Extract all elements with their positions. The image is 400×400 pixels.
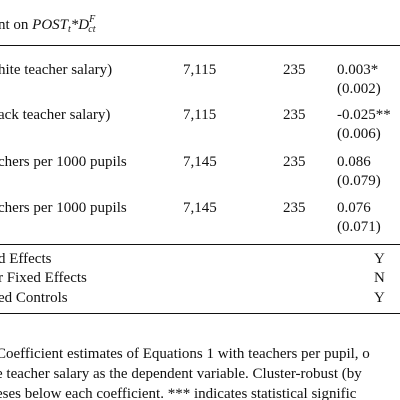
header-math: POSTt*DFct: [32, 14, 96, 35]
table-header: nt on POSTt*DFct: [0, 14, 96, 35]
row-coefficient: -0.025**: [337, 107, 391, 123]
row-groups: 235: [283, 154, 306, 170]
fixed-effect-value: Y: [374, 251, 385, 267]
row-n: 7,145: [183, 200, 217, 216]
math-sub-ct: ct: [88, 24, 96, 35]
row-label: ack teacher salary): [0, 107, 111, 123]
row-standard-error: (0.006): [337, 126, 381, 142]
row-standard-error: (0.079): [337, 173, 381, 189]
fixed-effect-label: ed Controls: [0, 290, 68, 306]
row-label: chers per 1000 pupils: [0, 200, 127, 216]
fixed-effect-label: r Fixed Effects: [0, 270, 87, 286]
header-text: nt on: [0, 17, 33, 33]
row-standard-error: (0.002): [337, 81, 381, 97]
fixed-effects-rule: [0, 244, 400, 245]
row-groups: 235: [283, 62, 306, 78]
row-label: hite teacher salary): [0, 62, 113, 78]
fixed-effect-label: d Effects: [0, 251, 52, 267]
row-standard-error: (0.071): [337, 219, 381, 235]
table-bottom-rule: [0, 313, 400, 314]
row-label: chers per 1000 pupils: [0, 154, 127, 170]
row-groups: 235: [283, 200, 306, 216]
math-sub-t: t: [68, 24, 71, 35]
math-post: POST: [32, 17, 69, 33]
header-rule: [0, 45, 400, 46]
row-groups: 235: [283, 107, 306, 123]
math-d: D: [78, 17, 90, 33]
row-n: 7,115: [183, 62, 217, 78]
math-sup-f: F: [89, 14, 96, 25]
math-star: *: [70, 17, 79, 33]
row-n: 7,115: [183, 107, 217, 123]
table-caption-line-3: eses below each coefficient. *** indicat…: [0, 386, 357, 400]
row-coefficient: 0.003*: [337, 62, 379, 78]
fixed-effect-value: Y: [374, 290, 385, 306]
row-coefficient: 0.086: [337, 154, 371, 170]
table-caption-line-2: e teacher salary as the dependent variab…: [0, 366, 362, 382]
row-coefficient: 0.076: [337, 200, 371, 216]
table-caption-line-1: Coefficient estimates of Equations 1 wit…: [0, 346, 370, 362]
row-n: 7,145: [183, 154, 217, 170]
fixed-effect-value: N: [374, 270, 385, 286]
